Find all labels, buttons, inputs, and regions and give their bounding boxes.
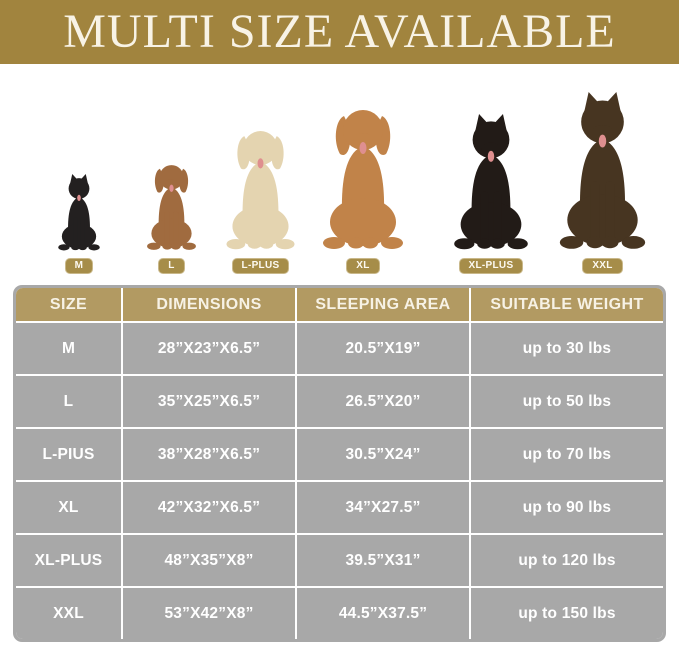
dog-size-lineup: M L L-PLUS XL XL-PLUS XXL: [0, 64, 679, 278]
beagle-icon: [141, 160, 202, 252]
dog-column-xxl: XXL: [549, 92, 656, 274]
size-badge-xl: XL: [346, 258, 380, 274]
dimensions-cell: 35”X25”X6.5”: [123, 376, 295, 427]
size-cell: XL-PLUS: [16, 535, 121, 586]
sleeping-area-cell: 20.5”X19”: [297, 323, 469, 374]
dimensions-cell: 42”X32”X6.5”: [123, 482, 295, 533]
size-cell: M: [16, 323, 121, 374]
dog-column-l-plus: L-PLUS: [218, 124, 303, 274]
dog-column-m: M: [53, 174, 105, 274]
size-badge-m: M: [64, 258, 94, 274]
size-cell: L-PIUS: [16, 429, 121, 480]
header-cell-size: SIZE: [16, 288, 121, 321]
french-bulldog-icon: [53, 174, 105, 252]
suitable-weight-cell: up to 70 lbs: [471, 429, 663, 480]
german-shepherd-icon: [549, 92, 656, 252]
size-badge-xl-plus: XL-PLUS: [458, 258, 524, 274]
dimensions-cell: 48”X35”X8”: [123, 535, 295, 586]
suitable-weight-cell: up to 120 lbs: [471, 535, 663, 586]
dimensions-cell: 53”X42”X8”: [123, 588, 295, 639]
sleeping-area-cell: 30.5”X24”: [297, 429, 469, 480]
size-badge-l-plus: L-PLUS: [231, 258, 290, 274]
size-table-grid: SIZE DIMENSIONS SLEEPING AREA SUITABLE W…: [16, 288, 663, 639]
sleeping-area-cell: 44.5”X37.5”: [297, 588, 469, 639]
doberman-icon: [445, 114, 537, 252]
size-cell: L: [16, 376, 121, 427]
size-badge-xxl: XXL: [582, 258, 623, 274]
page-title: MULTI SIZE AVAILABLE: [63, 5, 616, 58]
suitable-weight-cell: up to 30 lbs: [471, 323, 663, 374]
golden-retriever-puppy-icon: [218, 124, 303, 252]
size-table: SIZE DIMENSIONS SLEEPING AREA SUITABLE W…: [13, 285, 666, 642]
suitable-weight-cell: up to 150 lbs: [471, 588, 663, 639]
sleeping-area-cell: 34”X27.5”: [297, 482, 469, 533]
size-badge-l: L: [158, 258, 185, 274]
header-cell-suitable-weight: SUITABLE WEIGHT: [471, 288, 663, 321]
golden-retriever-icon: [313, 102, 413, 252]
banner: MULTI SIZE AVAILABLE: [0, 0, 679, 64]
dimensions-cell: 28”X23”X6.5”: [123, 323, 295, 374]
sleeping-area-cell: 39.5”X31”: [297, 535, 469, 586]
header-cell-sleeping-area: SLEEPING AREA: [297, 288, 469, 321]
suitable-weight-cell: up to 50 lbs: [471, 376, 663, 427]
sleeping-area-cell: 26.5”X20”: [297, 376, 469, 427]
dog-column-xl-plus: XL-PLUS: [445, 114, 537, 274]
dog-column-xl: XL: [313, 102, 413, 274]
dog-column-l: L: [141, 160, 202, 274]
dimensions-cell: 38”X28”X6.5”: [123, 429, 295, 480]
size-cell: XXL: [16, 588, 121, 639]
header-cell-dimensions: DIMENSIONS: [123, 288, 295, 321]
suitable-weight-cell: up to 90 lbs: [471, 482, 663, 533]
size-cell: XL: [16, 482, 121, 533]
